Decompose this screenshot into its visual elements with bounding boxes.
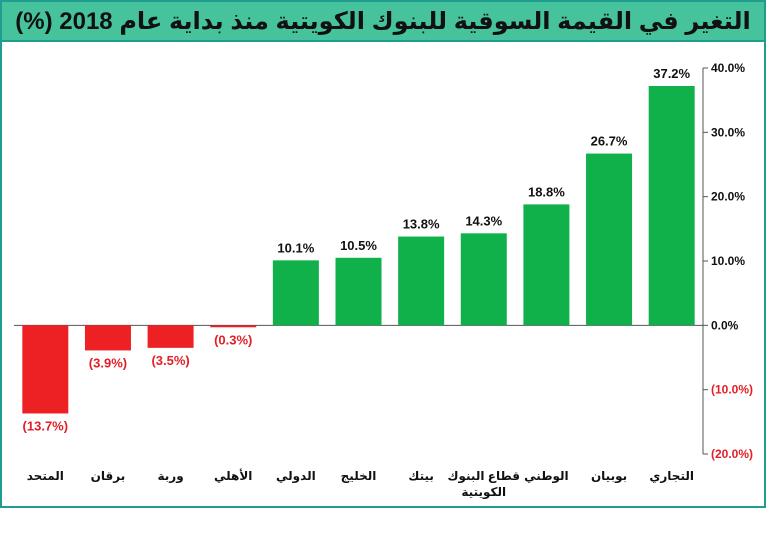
category-label: الوطني xyxy=(524,469,568,484)
data-label: 26.7% xyxy=(591,134,628,149)
bar xyxy=(84,325,131,351)
data-label: (3.9%) xyxy=(89,355,127,370)
data-label: 18.8% xyxy=(528,184,565,199)
data-label: (3.5%) xyxy=(151,353,189,368)
y-tick-label: (20.0%) xyxy=(711,447,753,461)
y-tick-label: 0.0% xyxy=(711,318,739,332)
category-label: برقان xyxy=(91,469,126,483)
bar xyxy=(398,236,445,326)
data-label: 37.2% xyxy=(653,66,690,81)
category-label: التجاري xyxy=(649,469,694,483)
bar xyxy=(147,325,194,348)
y-tick-label: 40.0% xyxy=(711,61,745,75)
y-tick-label: 10.0% xyxy=(711,254,745,268)
data-label: (13.7%) xyxy=(23,418,69,433)
data-label: 14.3% xyxy=(465,213,502,228)
data-label: (0.3%) xyxy=(214,332,252,347)
category-label: قطاع البنوك الكويتية xyxy=(448,469,521,500)
data-label: 10.1% xyxy=(277,240,314,255)
y-tick-label: (10.0%) xyxy=(711,383,753,397)
data-label: 13.8% xyxy=(403,217,440,232)
data-label: 10.5% xyxy=(340,238,377,253)
chart-frame: التغير في القيمة السوقية للبنوك الكويتية… xyxy=(0,0,766,508)
category-label: الأهلي xyxy=(214,468,252,483)
bar xyxy=(523,204,570,326)
bar xyxy=(22,325,69,414)
bar xyxy=(210,325,257,328)
bar xyxy=(648,86,695,326)
bar xyxy=(460,233,507,326)
category-label: بوبيان xyxy=(591,469,627,484)
category-label: بيتك xyxy=(408,469,433,483)
category-label: المتحد xyxy=(27,469,64,483)
bar xyxy=(586,153,633,326)
category-label: وربة xyxy=(158,469,184,484)
title-bar: التغير في القيمة السوقية للبنوك الكويتية… xyxy=(2,2,764,42)
bar xyxy=(272,260,319,326)
category-label: الخليج xyxy=(341,469,377,483)
category-label: الدولي xyxy=(276,469,316,484)
y-tick-label: 20.0% xyxy=(711,190,745,204)
y-tick-label: 30.0% xyxy=(711,125,745,139)
chart-title: التغير في القيمة السوقية للبنوك الكويتية… xyxy=(15,7,751,35)
bar xyxy=(335,257,382,326)
